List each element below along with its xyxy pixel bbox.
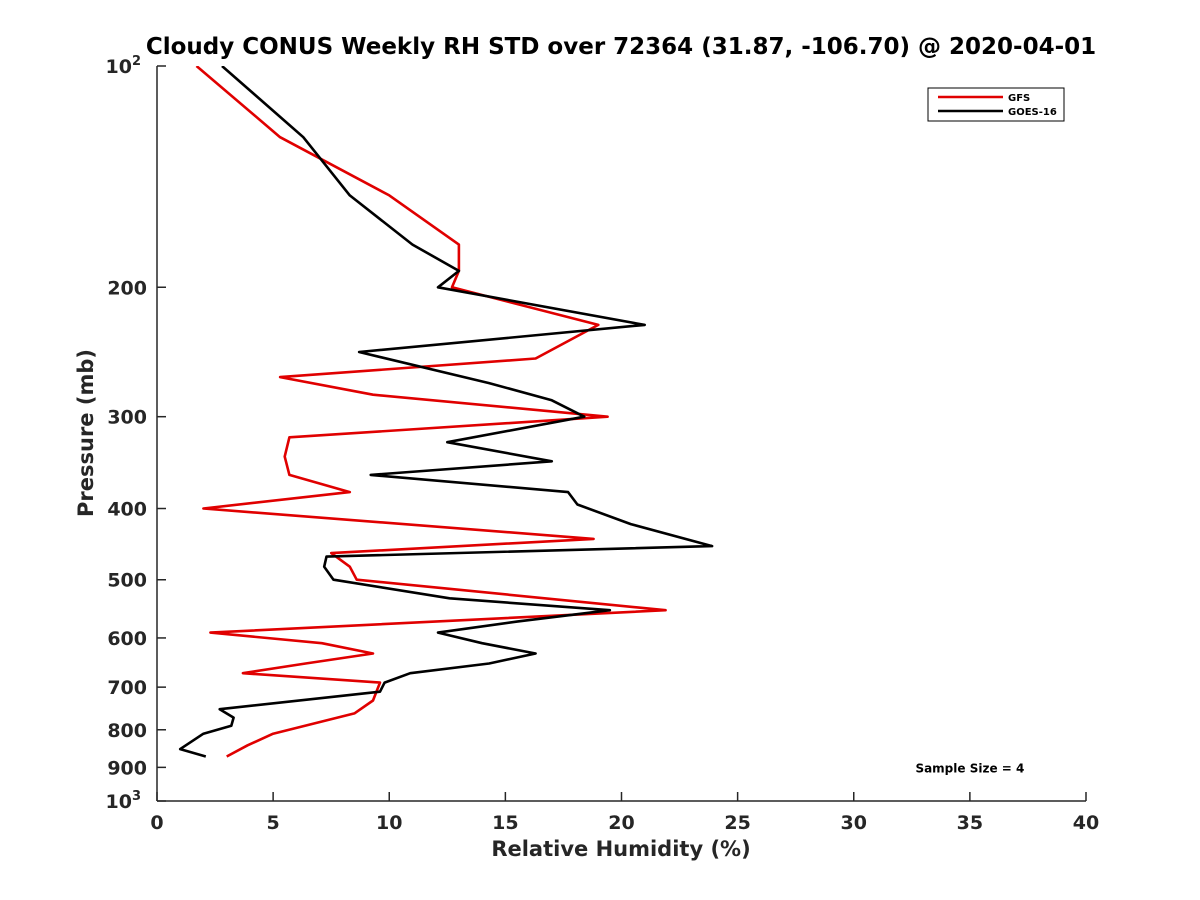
x-axis-title: Relative Humidity (%) <box>491 837 750 861</box>
legend-label-gfs: GFS <box>1008 93 1030 104</box>
x-tick-label: 10 <box>376 812 402 834</box>
y-tick-label: 10 <box>106 791 132 813</box>
x-tick-label: 35 <box>957 812 983 834</box>
y-tick-label: 300 <box>107 407 147 429</box>
series-line-gfs <box>195 66 667 758</box>
x-tick-label: 5 <box>267 812 280 834</box>
x-tick-label: 40 <box>1073 812 1099 834</box>
legend: GFS GOES-16 <box>927 87 1065 122</box>
y-tick-exponent: 2 <box>132 54 141 69</box>
y-tick-label: 10 <box>106 56 132 78</box>
y-tick-label: 400 <box>107 499 147 521</box>
legend-label-goes16: GOES-16 <box>1008 107 1057 118</box>
y-tick-label: 500 <box>107 570 147 592</box>
sample-size-annotation: Sample Size = 4 <box>915 761 1024 775</box>
legend-box <box>927 87 1065 122</box>
y-tick-exponent: 3 <box>132 789 141 804</box>
chart-title: Cloudy CONUS Weekly RH STD over 72364 (3… <box>146 34 1096 60</box>
y-tick-label: 600 <box>107 628 147 650</box>
x-axis-ticks: 0 5 10 15 20 25 30 35 40 <box>150 792 1099 834</box>
x-tick-label: 30 <box>841 812 867 834</box>
y-tick-label: 200 <box>107 277 147 299</box>
y-tick-label: 900 <box>107 757 147 779</box>
series-line-goes16 <box>178 66 714 758</box>
x-tick-label: 25 <box>724 812 750 834</box>
y-tick-label: 800 <box>107 720 147 742</box>
x-tick-label: 15 <box>492 812 518 834</box>
y-tick-label: 700 <box>107 677 147 699</box>
y-axis-title: Pressure (mb) <box>74 349 98 517</box>
x-tick-label: 0 <box>150 812 163 834</box>
x-tick-label: 20 <box>608 812 634 834</box>
